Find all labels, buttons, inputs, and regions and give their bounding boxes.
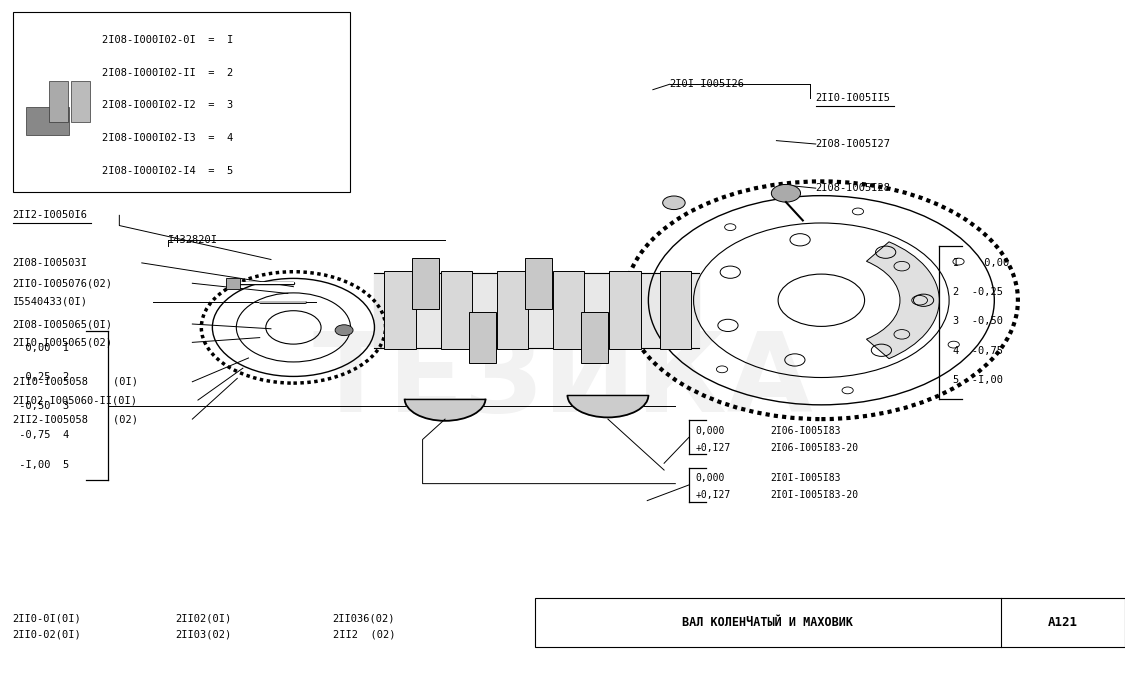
Text: +0,I27: +0,I27 <box>696 490 731 500</box>
Bar <box>384 271 415 349</box>
Polygon shape <box>568 396 649 417</box>
Text: 4  -0,75: 4 -0,75 <box>953 346 1003 355</box>
Text: 2I08-I00503I: 2I08-I00503I <box>12 258 88 268</box>
Text: 0,00  I: 0,00 I <box>12 343 69 353</box>
Text: I    0,00: I 0,00 <box>953 258 1009 268</box>
Bar <box>525 258 552 309</box>
Text: 2II036(02): 2II036(02) <box>333 613 395 623</box>
Text: 2II2-I0050I6: 2II2-I0050I6 <box>12 210 88 220</box>
Text: 2II0-I005076(02): 2II0-I005076(02) <box>12 278 113 288</box>
Text: 2II0-I005II5: 2II0-I005II5 <box>815 93 891 103</box>
Text: 2  -0,25: 2 -0,25 <box>953 287 1003 297</box>
Text: I5540433(0I): I5540433(0I) <box>12 297 88 307</box>
Bar <box>535 597 1125 647</box>
Text: 2I08-I000I02-0I  =  I: 2I08-I000I02-0I = I <box>102 35 234 45</box>
Text: -0,25  2: -0,25 2 <box>12 372 69 382</box>
Text: ТЕЗИКА: ТЕЗИКА <box>313 328 813 435</box>
Text: 2II02(0I): 2II02(0I) <box>176 613 232 623</box>
Bar <box>660 271 691 349</box>
Bar <box>226 278 240 288</box>
Text: 2I08-I005I27: 2I08-I005I27 <box>815 139 891 149</box>
Bar <box>26 106 69 135</box>
Bar <box>468 312 495 363</box>
Text: 5  -I,00: 5 -I,00 <box>953 374 1003 385</box>
Bar <box>497 271 528 349</box>
Circle shape <box>771 184 801 202</box>
Bar <box>12 12 349 192</box>
Text: 2II2-I005058    (02): 2II2-I005058 (02) <box>12 414 137 424</box>
Text: 2II0-0I(0I): 2II0-0I(0I) <box>12 613 81 623</box>
Bar <box>609 271 641 349</box>
Bar <box>48 81 68 121</box>
Circle shape <box>336 325 354 336</box>
Polygon shape <box>404 399 485 421</box>
Text: 2I08-I000I02-I3  =  4: 2I08-I000I02-I3 = 4 <box>102 133 234 143</box>
Text: -0,50  3: -0,50 3 <box>12 401 69 411</box>
Bar <box>412 258 439 309</box>
Text: 2I0I-I005I83: 2I0I-I005I83 <box>771 473 841 484</box>
Bar <box>440 271 472 349</box>
Text: 2II02-I005060-II(0I): 2II02-I005060-II(0I) <box>12 395 137 405</box>
Wedge shape <box>866 242 939 359</box>
Text: 2I06-I005I83-20: 2I06-I005I83-20 <box>771 443 859 453</box>
Text: 2I0I-I005I26: 2I0I-I005I26 <box>670 79 744 89</box>
Text: 2II2  (02): 2II2 (02) <box>333 629 395 640</box>
Circle shape <box>663 196 685 209</box>
Text: 2I08-I005065(0I): 2I08-I005065(0I) <box>12 319 113 329</box>
Text: I432820I: I432820I <box>168 235 217 246</box>
Text: -I,00  5: -I,00 5 <box>12 460 69 470</box>
Text: 3  -0,50: 3 -0,50 <box>953 316 1003 326</box>
Bar <box>553 271 584 349</box>
Text: 2I0I-I005I83-20: 2I0I-I005I83-20 <box>771 490 859 500</box>
Text: 2I06-I005I83: 2I06-I005I83 <box>771 426 841 436</box>
Text: -0,75  4: -0,75 4 <box>12 430 69 441</box>
Text: 2II0-I005058    (0I): 2II0-I005058 (0I) <box>12 376 137 387</box>
Text: 0,000: 0,000 <box>696 473 725 484</box>
Text: 0,000: 0,000 <box>696 426 725 436</box>
Bar <box>581 312 608 363</box>
Text: 2I08-I000I02-II  =  2: 2I08-I000I02-II = 2 <box>102 68 234 78</box>
Bar <box>71 81 90 121</box>
Text: 2I08-I000I02-I4  =  5: 2I08-I000I02-I4 = 5 <box>102 166 234 175</box>
Text: ВАЛ КОЛЕНЧАТЫЙ И МАХОВИК: ВАЛ КОЛЕНЧАТЫЙ И МАХОВИК <box>682 616 854 629</box>
Text: 2II03(02): 2II03(02) <box>176 629 232 640</box>
Text: +0,I27: +0,I27 <box>696 443 731 453</box>
Text: А121: А121 <box>1047 616 1078 629</box>
Text: 2II0-I005065(02): 2II0-I005065(02) <box>12 338 113 347</box>
Text: 2II0-02(0I): 2II0-02(0I) <box>12 629 81 640</box>
Text: 2I08-I005I28: 2I08-I005I28 <box>815 183 891 193</box>
Text: 2I08-I000I02-I2  =  3: 2I08-I000I02-I2 = 3 <box>102 100 234 110</box>
